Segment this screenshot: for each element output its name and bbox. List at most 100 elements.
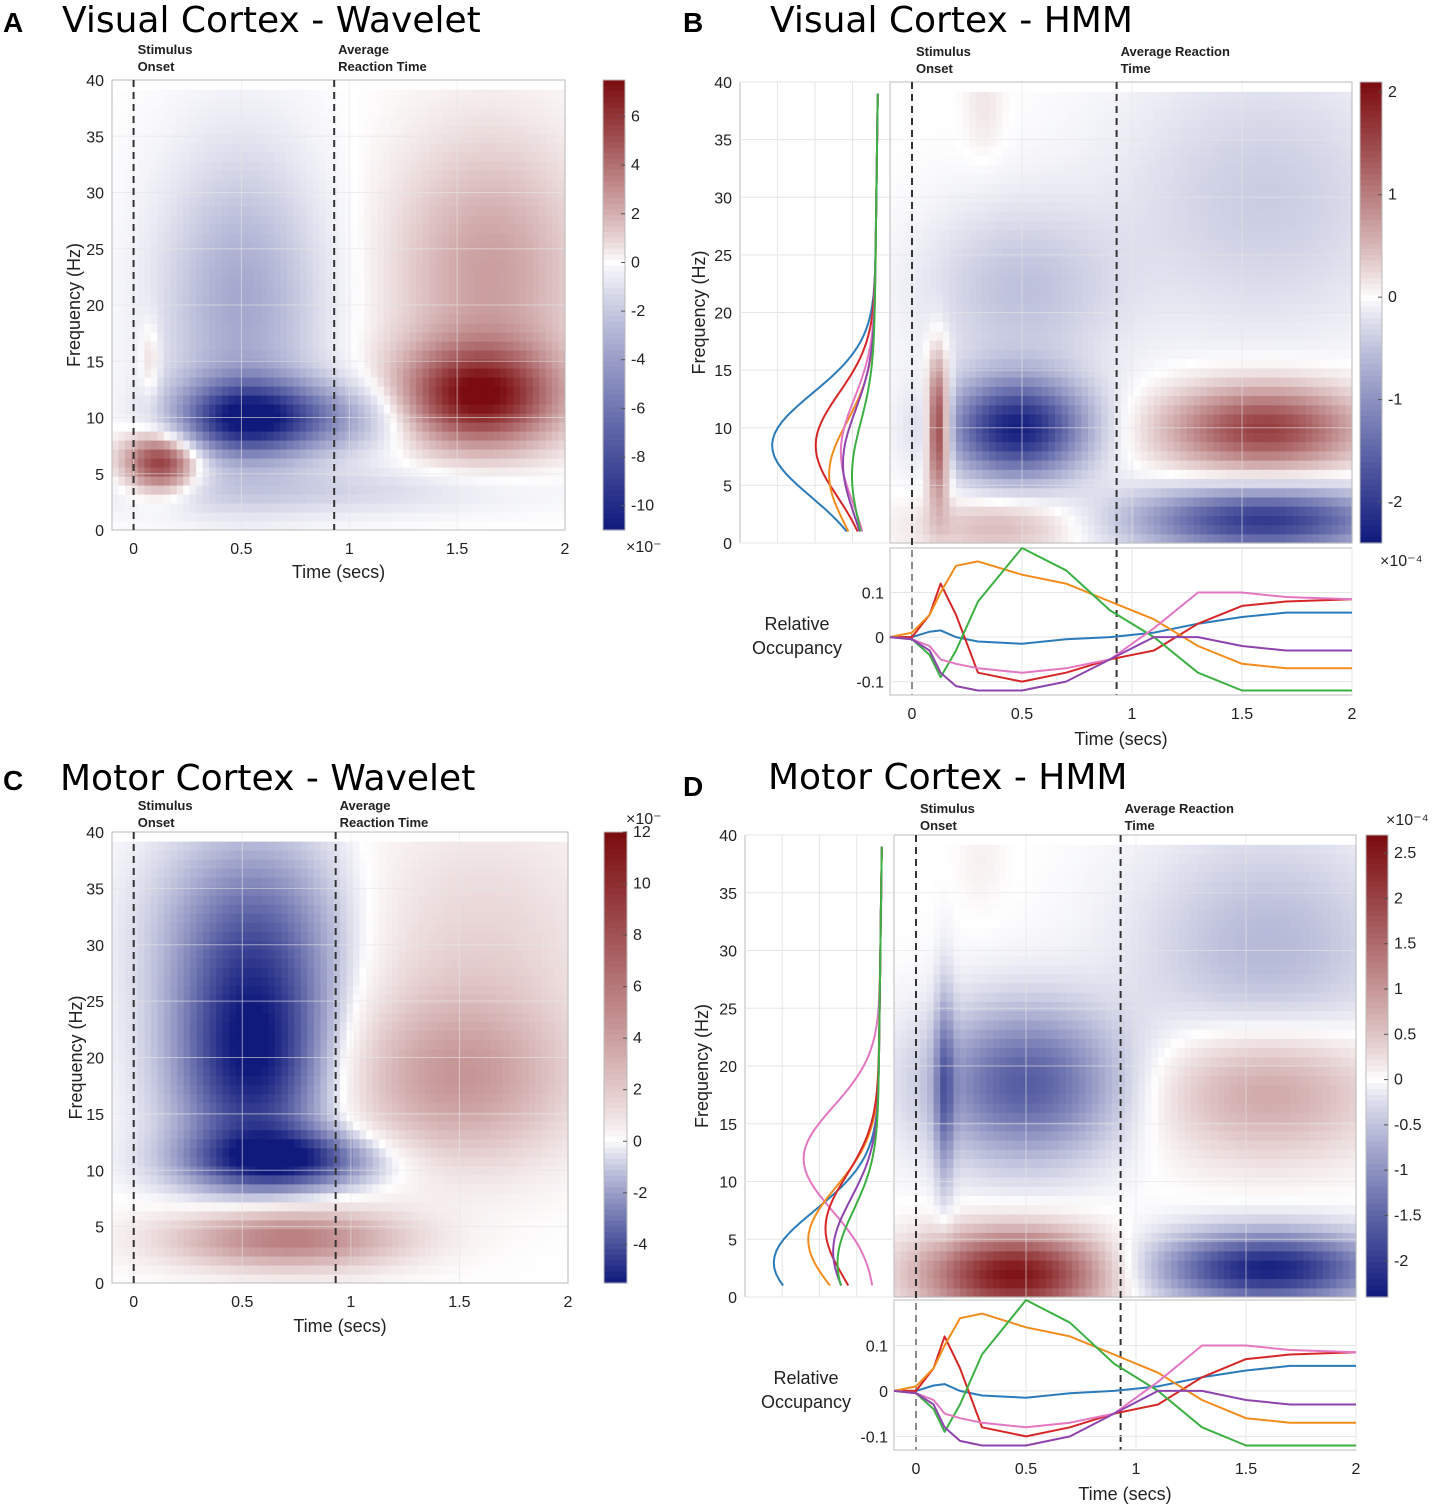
heatmap-cell xyxy=(1002,183,1010,194)
heatmap-cell xyxy=(448,107,456,117)
heatmap-cell xyxy=(131,287,139,297)
heatmap-cell xyxy=(539,512,547,522)
heatmap-cell xyxy=(487,269,495,279)
heatmap-cell xyxy=(969,496,977,507)
heatmap-cell xyxy=(480,161,488,171)
heatmap-cell xyxy=(338,323,346,333)
heatmap-cell xyxy=(189,98,197,108)
heatmap-cell xyxy=(254,233,262,243)
heatmap-cell xyxy=(157,296,165,306)
heatmap-cell xyxy=(176,512,184,522)
heatmap-cell xyxy=(526,224,534,234)
heatmap-cell xyxy=(493,377,501,387)
heatmap-cell xyxy=(344,449,353,459)
heatmap-cell xyxy=(1041,321,1049,332)
heatmap-cell xyxy=(403,197,411,207)
heatmap-cell xyxy=(487,359,495,369)
heatmap-cell xyxy=(396,404,404,414)
heatmap-cell xyxy=(936,340,944,350)
colorbar-segment xyxy=(603,181,625,188)
heatmap-cell xyxy=(131,476,139,486)
heatmap-cell xyxy=(150,215,158,225)
heatmap-cell xyxy=(903,109,911,120)
heatmap-cell xyxy=(383,206,391,216)
heatmap-cell xyxy=(234,107,243,117)
heatmap-cell xyxy=(403,116,411,126)
heatmap-cell xyxy=(949,460,957,470)
heatmap-cell xyxy=(189,458,197,468)
heatmap-cell xyxy=(949,257,957,267)
heatmap-cell xyxy=(1048,266,1056,277)
heatmap-cell xyxy=(131,494,139,504)
heatmap-cell xyxy=(396,206,404,216)
heatmap-cell xyxy=(247,431,255,441)
heatmap-cell xyxy=(513,386,521,396)
heatmap-cell xyxy=(526,422,534,432)
heatmap-cell xyxy=(202,179,210,189)
heatmap-cell xyxy=(319,476,327,486)
heatmap-cell xyxy=(209,377,217,387)
heatmap-cell xyxy=(163,260,171,270)
heatmap-cell xyxy=(202,152,210,162)
heatmap-cell xyxy=(422,224,430,234)
heatmap-cell xyxy=(293,287,301,297)
heatmap-cell xyxy=(137,512,145,522)
heatmap-cell xyxy=(487,467,495,477)
heatmap-cell xyxy=(989,524,997,535)
heatmap-cell xyxy=(170,323,178,333)
panel-A: A Visual Cortex - WaveletStimulusOnsetAve… xyxy=(3,0,662,582)
heatmap-cell xyxy=(176,323,184,333)
heatmap-cell xyxy=(480,107,488,117)
heatmap-cell xyxy=(286,215,294,225)
heatmap-cell xyxy=(487,323,495,333)
heatmap-cell xyxy=(923,330,931,341)
heatmap-cell xyxy=(209,386,217,396)
heatmap-cell xyxy=(183,521,191,531)
heatmap-cell xyxy=(312,449,320,459)
heatmap-cell xyxy=(442,233,450,243)
heatmap-cell xyxy=(1015,330,1023,341)
heatmap-cell xyxy=(969,395,977,406)
heatmap-cell xyxy=(1048,367,1056,378)
heatmap-cell xyxy=(196,89,204,99)
heatmap-cell xyxy=(929,367,937,378)
heatmap-cell xyxy=(286,386,294,396)
heatmap-cell xyxy=(118,377,126,387)
heatmap-cell xyxy=(480,467,488,477)
heatmap-cell xyxy=(215,260,223,270)
heatmap-cell xyxy=(539,116,547,126)
heatmap-cell xyxy=(526,215,534,225)
heatmap-cell xyxy=(513,314,521,324)
heatmap-cell xyxy=(131,206,139,216)
heatmap-cell xyxy=(539,485,547,495)
heatmap-cell xyxy=(493,440,501,450)
heatmap-cell xyxy=(487,215,495,225)
heatmap-cell xyxy=(357,341,365,351)
heatmap-cell xyxy=(956,183,964,194)
heatmap-cell xyxy=(519,521,527,531)
heatmap-cell xyxy=(435,359,443,369)
heatmap-cell xyxy=(137,467,145,477)
heatmap-cell xyxy=(247,458,255,468)
heatmap-cell xyxy=(435,458,443,468)
heatmap-cell xyxy=(118,350,126,360)
heatmap-cell xyxy=(474,440,482,450)
heatmap-cell xyxy=(975,201,983,212)
heatmap-cell xyxy=(480,260,488,270)
heatmap-cell xyxy=(163,395,171,405)
heatmap-cell xyxy=(157,341,165,351)
heatmap-cell xyxy=(1055,247,1063,258)
heatmap-cell xyxy=(189,368,197,378)
heatmap-cell xyxy=(1061,174,1069,185)
heatmap-cell xyxy=(293,386,301,396)
heatmap-cell xyxy=(1061,146,1069,157)
heatmap-cell xyxy=(539,197,547,207)
heatmap-cell xyxy=(923,506,931,516)
heatmap-cell xyxy=(558,404,566,414)
heatmap-cell xyxy=(163,269,171,279)
heatmap-cell xyxy=(1035,201,1043,212)
heatmap-cell xyxy=(442,206,450,216)
heatmap-cell xyxy=(461,215,469,225)
heatmap-cell xyxy=(241,377,249,387)
heatmap-cell xyxy=(975,496,983,507)
